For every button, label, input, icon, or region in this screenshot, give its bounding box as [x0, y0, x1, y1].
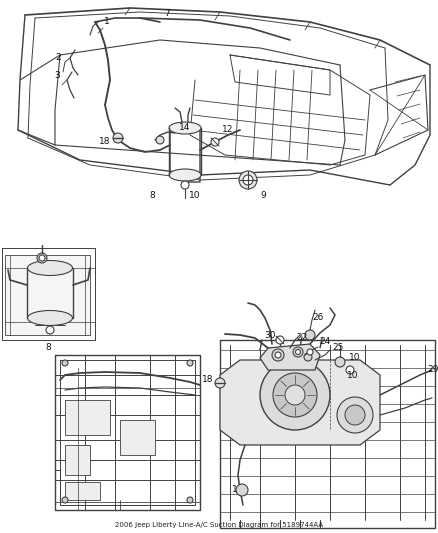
Text: 7: 7 — [164, 10, 170, 19]
Circle shape — [345, 405, 365, 425]
Circle shape — [211, 138, 219, 146]
Circle shape — [305, 330, 315, 340]
Circle shape — [37, 253, 47, 263]
Polygon shape — [5, 255, 90, 335]
Circle shape — [346, 366, 354, 374]
Circle shape — [215, 378, 225, 388]
Circle shape — [46, 326, 54, 334]
Circle shape — [272, 349, 284, 361]
Text: 8: 8 — [45, 343, 51, 352]
Polygon shape — [65, 482, 100, 500]
Circle shape — [236, 484, 248, 496]
Circle shape — [337, 397, 373, 433]
Text: 1: 1 — [104, 18, 110, 27]
Text: 10: 10 — [347, 370, 359, 379]
Text: 30: 30 — [264, 330, 276, 340]
Polygon shape — [120, 420, 155, 455]
Circle shape — [156, 136, 164, 144]
Circle shape — [62, 497, 68, 503]
Text: 24: 24 — [319, 337, 331, 346]
Text: 10: 10 — [349, 353, 361, 362]
Circle shape — [187, 360, 193, 366]
Text: 29: 29 — [427, 366, 438, 375]
Circle shape — [260, 360, 330, 430]
Text: 26: 26 — [312, 313, 324, 322]
Circle shape — [181, 181, 189, 189]
Circle shape — [304, 353, 312, 361]
Circle shape — [285, 385, 305, 405]
Text: 9: 9 — [260, 190, 266, 199]
Text: 8: 8 — [149, 190, 155, 199]
Circle shape — [39, 255, 45, 261]
Circle shape — [239, 171, 257, 189]
Text: 2006 Jeep Liberty Line-A/C Suction Diagram for 5189744AA: 2006 Jeep Liberty Line-A/C Suction Diagr… — [115, 522, 323, 528]
Circle shape — [273, 373, 317, 417]
Circle shape — [335, 357, 345, 367]
Polygon shape — [260, 344, 320, 370]
Ellipse shape — [169, 169, 201, 181]
Text: 3: 3 — [54, 71, 60, 80]
Text: 12: 12 — [223, 125, 234, 134]
Text: 25: 25 — [332, 343, 344, 352]
Polygon shape — [65, 445, 90, 475]
Polygon shape — [220, 360, 380, 445]
Polygon shape — [65, 400, 110, 435]
Circle shape — [296, 350, 300, 354]
Circle shape — [275, 352, 281, 358]
Circle shape — [187, 497, 193, 503]
Text: 18: 18 — [202, 376, 214, 384]
Ellipse shape — [28, 311, 73, 326]
Ellipse shape — [169, 122, 201, 134]
Text: 10: 10 — [189, 190, 201, 199]
Circle shape — [243, 175, 253, 185]
Text: 2: 2 — [55, 53, 61, 62]
Text: 1: 1 — [232, 486, 238, 495]
Text: 18: 18 — [99, 138, 111, 147]
Ellipse shape — [28, 261, 73, 276]
Circle shape — [276, 336, 284, 344]
Circle shape — [307, 349, 313, 355]
Circle shape — [293, 347, 303, 357]
Text: 22: 22 — [297, 334, 307, 343]
Circle shape — [62, 360, 68, 366]
Text: 14: 14 — [179, 124, 191, 133]
Circle shape — [113, 133, 123, 143]
